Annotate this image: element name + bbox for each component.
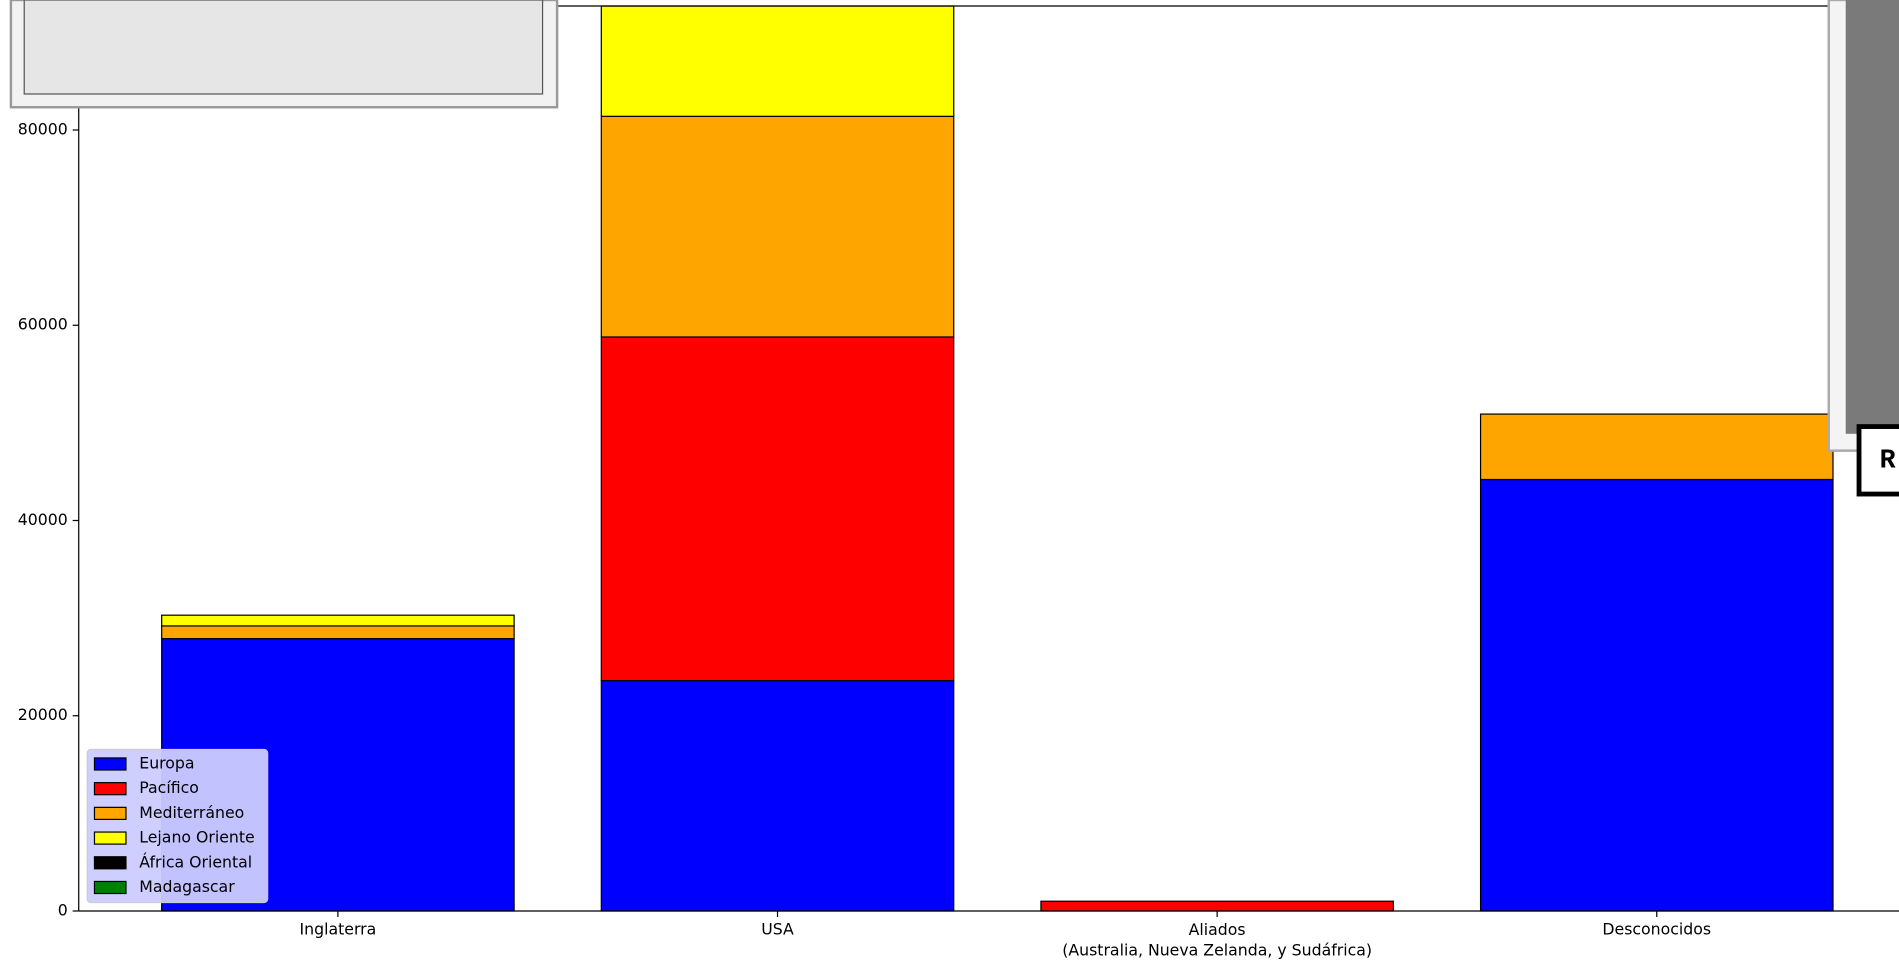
legend-swatch	[93, 782, 127, 796]
plot-area	[161, 5, 1834, 912]
cartoon-image	[9, 0, 559, 109]
x-tick-label: Aliados (Australia, Nueva Zelanda, y Sudá…	[1062, 920, 1372, 959]
y-tick-label: 40000	[18, 510, 68, 529]
y-tick-label: 0	[58, 901, 68, 920]
bar-segment	[600, 5, 955, 117]
bar-segment	[1479, 478, 1834, 912]
legend-swatch	[93, 880, 127, 895]
legend-label: Lejano Oriente	[139, 828, 254, 847]
legend-swatch	[93, 806, 127, 821]
legend-label: Madagascar	[139, 877, 235, 896]
legend-label: Europa	[139, 753, 194, 772]
y-tick-label: 80000	[18, 120, 68, 139]
x-tick-label: USA	[761, 920, 794, 939]
legend-box	[86, 748, 269, 904]
y-tick-label: 60000	[18, 315, 68, 334]
bar-segment	[600, 336, 955, 682]
bar-segment	[1040, 900, 1394, 912]
y-tick-label: 20000	[18, 705, 68, 724]
legend-label: África Oriental	[139, 852, 252, 871]
legend-label: Mediterráneo	[139, 803, 244, 822]
legend-swatch	[93, 856, 127, 870]
x-tick-label: Inglaterra	[300, 920, 377, 939]
legend-swatch	[93, 757, 127, 771]
x-tick-label: Desconocidos	[1602, 920, 1711, 939]
bar-segment	[1479, 413, 1834, 481]
legend-label: Pacífico	[139, 778, 199, 797]
bar-segment	[600, 115, 955, 338]
photo-image: R	[1827, 0, 1899, 497]
bar-segment	[161, 625, 515, 640]
legend: Europa Pacífico Mediterráneo Lejano Oriente…	[86, 748, 269, 904]
overlay-label: R	[1880, 445, 1896, 475]
legend-swatch	[93, 831, 127, 845]
bar-segment	[161, 614, 515, 627]
bar-segment	[600, 679, 955, 912]
